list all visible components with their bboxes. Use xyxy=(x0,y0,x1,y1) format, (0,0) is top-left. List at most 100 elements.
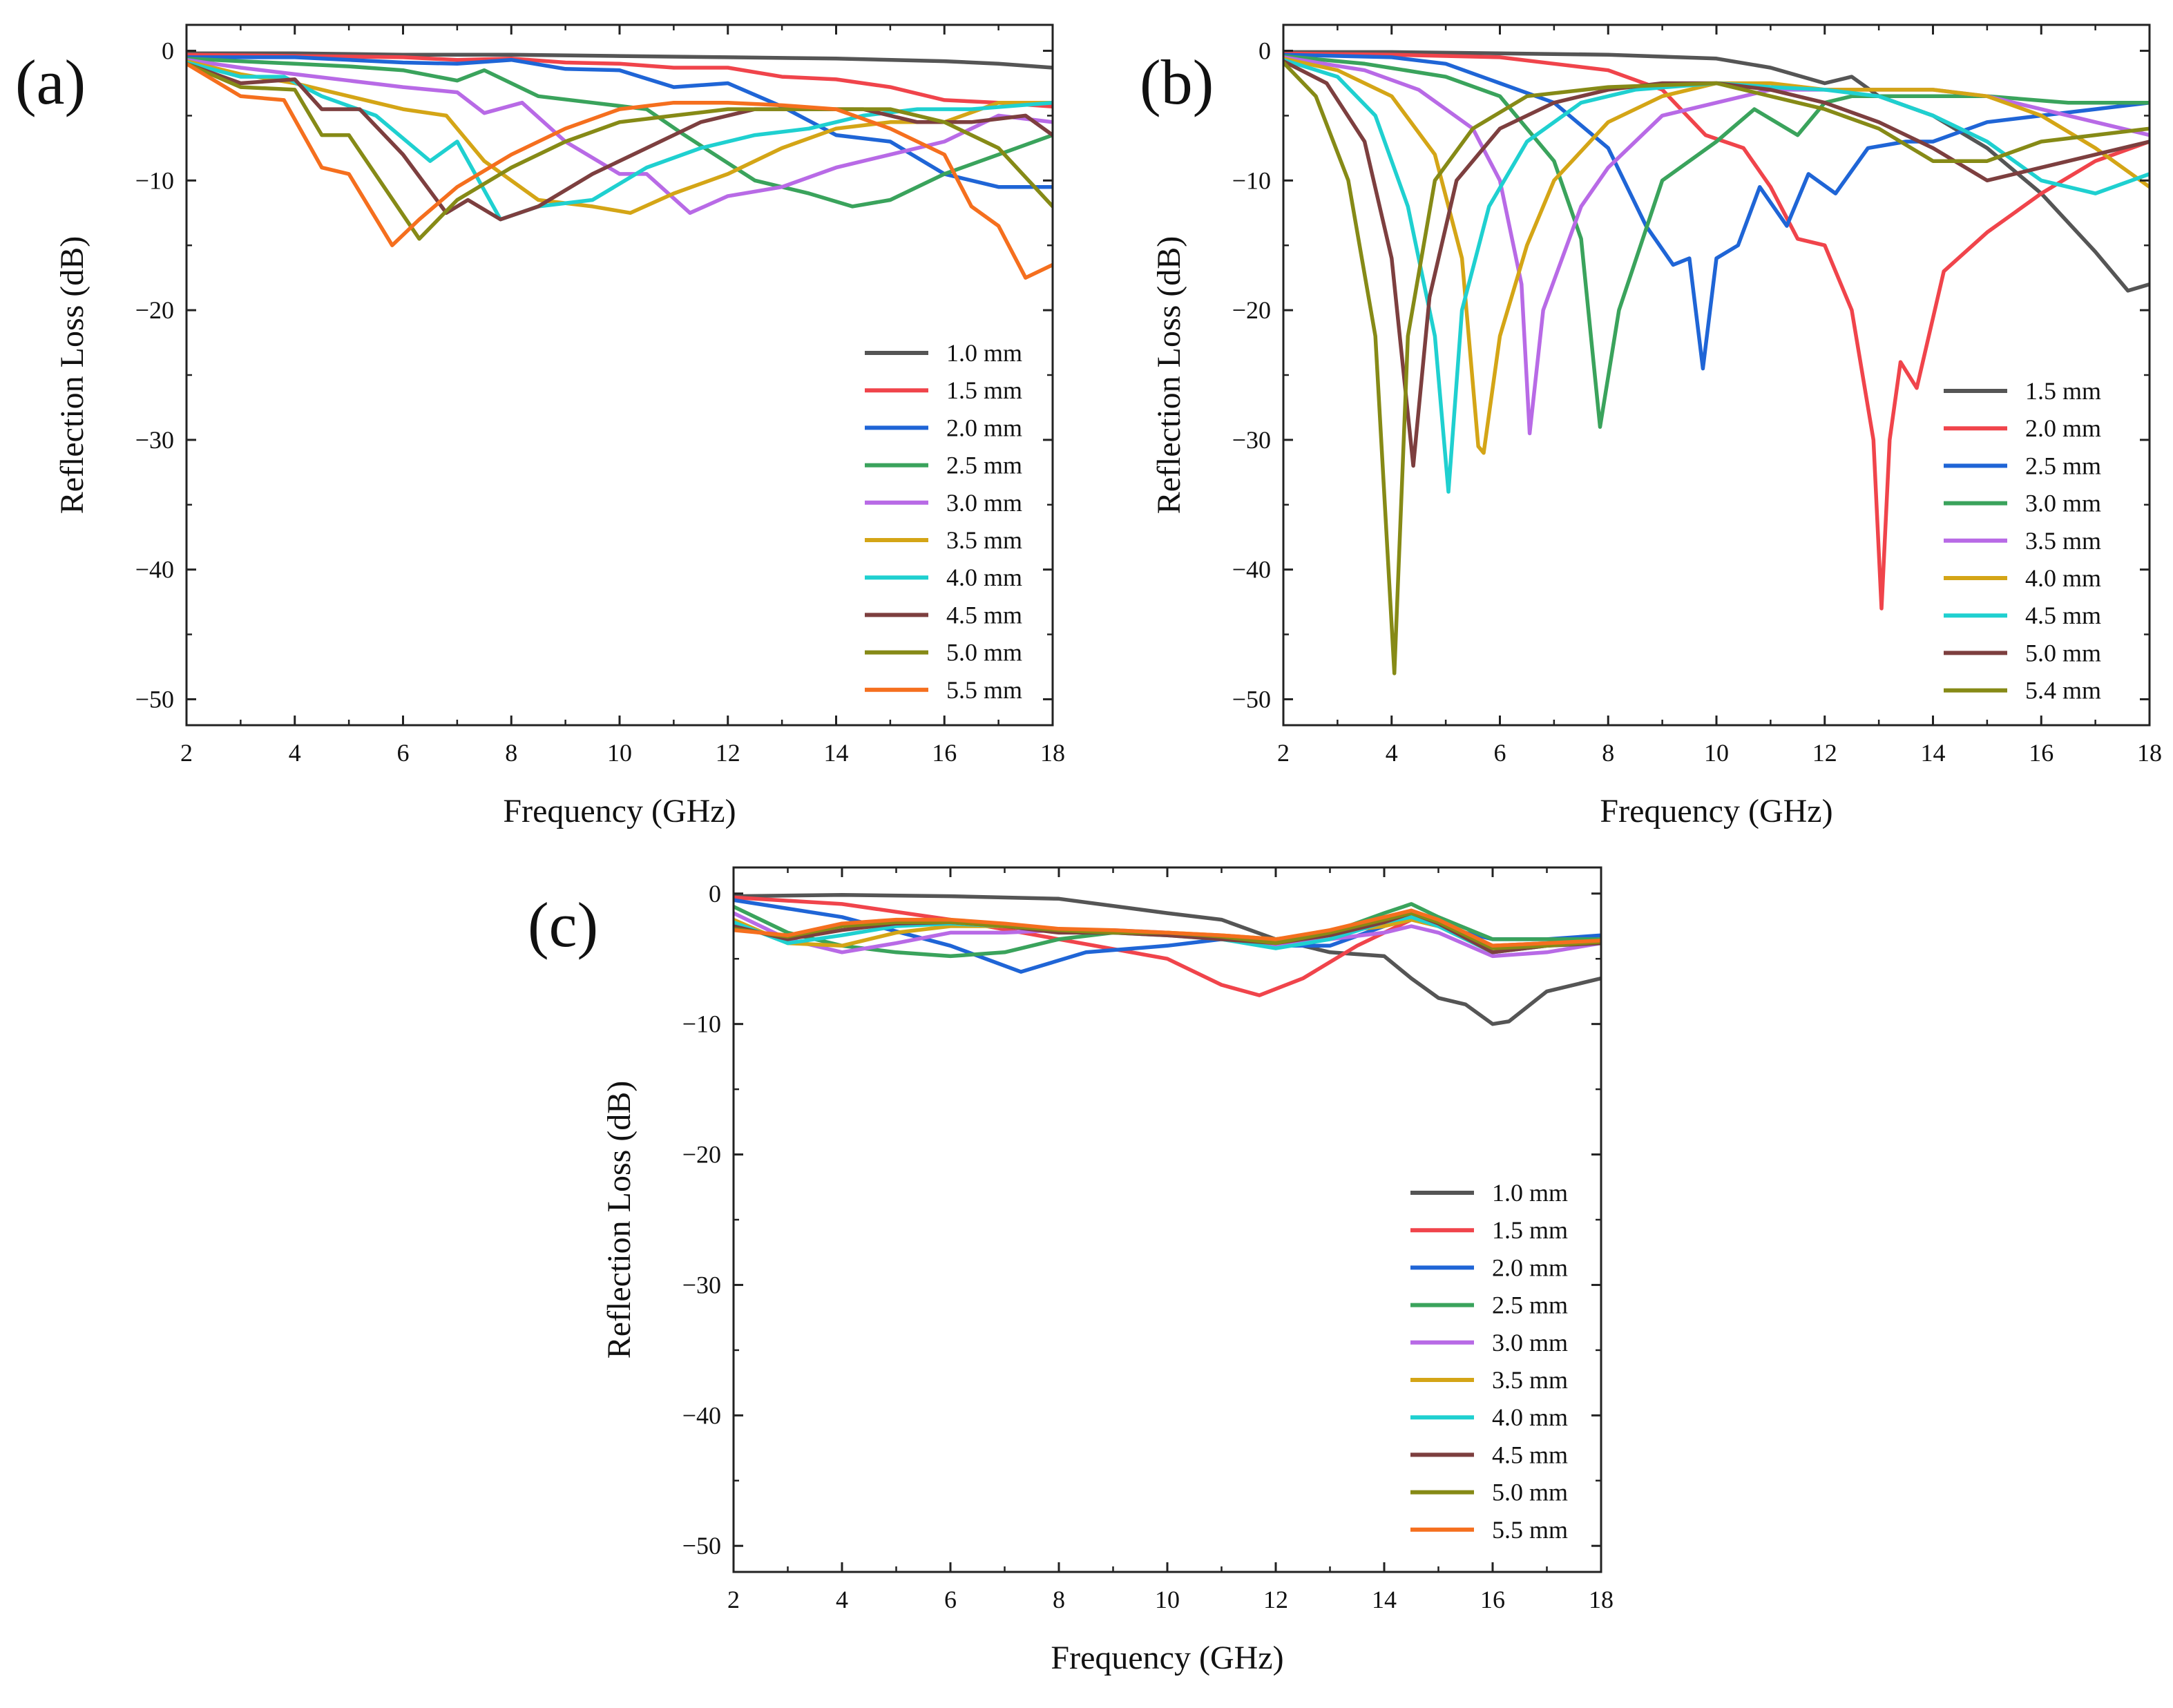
series-line-3-5-mm xyxy=(1283,55,2150,436)
y-axis-title: Reflection Loss (dB) xyxy=(54,236,90,515)
y-tick-label: 0 xyxy=(1258,37,1271,65)
legend-label: 3.5 mm xyxy=(2025,527,2101,555)
x-tick-label: 16 xyxy=(2029,739,2054,767)
legend-label: 3.5 mm xyxy=(1492,1366,1568,1394)
x-tick-label: 12 xyxy=(716,739,740,767)
panel-label: (b) xyxy=(1140,47,1214,117)
x-tick-label: 18 xyxy=(1589,1586,1614,1613)
legend-label: 1.0 mm xyxy=(1492,1179,1568,1207)
x-tick-label: 10 xyxy=(607,739,632,767)
series-line-1-0-mm xyxy=(734,892,1601,1026)
y-tick-label: −10 xyxy=(135,166,174,194)
y-tick-label: −40 xyxy=(135,556,174,584)
y-tick-label: −20 xyxy=(1232,296,1271,324)
legend-label: 3.0 mm xyxy=(946,489,1022,517)
series-line-5-5-mm xyxy=(734,908,1601,948)
x-tick-label: 10 xyxy=(1704,739,1729,767)
x-tick-label: 6 xyxy=(397,739,410,767)
series-group xyxy=(186,51,1053,280)
legend-label: 3.5 mm xyxy=(946,526,1022,554)
x-tick-label: 16 xyxy=(1480,1586,1505,1613)
legend-label: 4.0 mm xyxy=(2025,564,2101,592)
legend-label: 5.0 mm xyxy=(2025,639,2101,666)
legend-label: 1.5 mm xyxy=(946,376,1022,404)
panel-label: (a) xyxy=(15,47,86,117)
x-tick-label: 4 xyxy=(289,739,301,767)
series-line-4-5-mm xyxy=(1283,57,2150,494)
y-tick-label: −10 xyxy=(1232,166,1271,194)
series-line-1-0-mm xyxy=(186,51,1053,70)
series-line-3-0-mm xyxy=(186,57,1053,215)
legend-label: 5.0 mm xyxy=(946,639,1022,666)
x-tick-label: 18 xyxy=(2137,739,2162,767)
panel-label: (c) xyxy=(528,890,598,960)
y-tick-label: −20 xyxy=(682,1141,721,1169)
series-group xyxy=(1283,50,2150,675)
panel-c-chart: (c) 2 4 6 8 10 12 14 16 18 0 −10 −20 −30 −40 −50 Frequen… xyxy=(528,866,1614,1676)
legend: 1.5 mm 2.0 mm 2.5 mm 3.0 mm 3.5 mm 4.0 mm 4.5 … xyxy=(1944,377,2101,704)
legend-label: 4.5 mm xyxy=(2025,602,2101,629)
legend-label: 2.5 mm xyxy=(1492,1292,1568,1319)
legend-label: 5.5 mm xyxy=(1492,1516,1568,1544)
y-axis-title: Reflection Loss (dB) xyxy=(601,1081,638,1359)
series-line-5-4-mm xyxy=(1283,60,2150,675)
y-tick-label: −50 xyxy=(135,685,174,713)
series-line-4-0-mm xyxy=(186,60,1053,222)
y-tick-label: −10 xyxy=(682,1010,721,1038)
series-line-3-0-mm xyxy=(1283,54,2150,429)
x-axis-title: Frequency (GHz) xyxy=(1051,1640,1283,1676)
series-line-2-0-mm xyxy=(1283,51,2150,611)
legend-label: 2.0 mm xyxy=(1492,1254,1568,1281)
legend-label: 2.0 mm xyxy=(946,414,1022,441)
legend-label: 5.5 mm xyxy=(946,676,1022,704)
plot-frame xyxy=(1282,23,2151,727)
series-line-4-0-mm xyxy=(1283,57,2150,455)
x-tick-label: 14 xyxy=(1372,1586,1397,1613)
x-tick-label: 14 xyxy=(824,739,849,767)
legend-label: 5.4 mm xyxy=(2025,677,2101,704)
legend-label: 1.5 mm xyxy=(1492,1216,1568,1244)
x-tick-label: 6 xyxy=(944,1586,957,1613)
legend-label: 3.0 mm xyxy=(1492,1329,1568,1356)
x-tick-label: 12 xyxy=(1812,739,1837,767)
y-tick-label: −40 xyxy=(682,1401,721,1429)
x-tick-label: 16 xyxy=(932,739,957,767)
y-axis-title: Reflection Loss (dB) xyxy=(1151,236,1187,515)
x-tick-label: 18 xyxy=(1040,739,1065,767)
x-tick-label: 8 xyxy=(505,739,517,767)
x-tick-label: 10 xyxy=(1155,1586,1180,1613)
y-tick-label: −50 xyxy=(682,1532,721,1560)
x-tick-label: 2 xyxy=(180,739,193,767)
x-tick-label: 14 xyxy=(1921,739,1946,767)
series-line-4-5-mm xyxy=(186,61,1053,222)
x-tick-label: 8 xyxy=(1602,739,1614,767)
y-tick-label: −20 xyxy=(135,296,174,324)
y-tick-label: −50 xyxy=(1232,685,1271,713)
legend-label: 3.0 mm xyxy=(2025,490,2101,517)
x-axis-title: Frequency (GHz) xyxy=(1600,793,1832,829)
x-tick-label: 8 xyxy=(1053,1586,1065,1613)
x-axis-title: Frequency (GHz) xyxy=(503,793,736,829)
plot-frame xyxy=(732,866,1602,1573)
legend: 1.0 mm 1.5 mm 2.0 mm 2.5 mm 3.0 mm 3.5 mm 4.0 … xyxy=(865,339,1022,704)
y-tick-label: −40 xyxy=(1232,556,1271,584)
series-line-5-5-mm xyxy=(186,61,1053,280)
x-tick-label: 6 xyxy=(1494,739,1506,767)
series-line-1-5-mm xyxy=(1283,50,2150,293)
y-tick-label: −30 xyxy=(135,426,174,454)
series-line-2-5-mm xyxy=(186,57,1053,209)
legend-label: 2.5 mm xyxy=(2025,452,2101,479)
y-tick-label: 0 xyxy=(709,880,721,908)
x-tick-label: 2 xyxy=(727,1586,740,1613)
series-line-2-0-mm xyxy=(186,55,1053,189)
legend-label: 2.5 mm xyxy=(946,452,1022,479)
x-tick-label: 4 xyxy=(1386,739,1398,767)
legend-label: 4.5 mm xyxy=(946,601,1022,628)
plot-frame xyxy=(185,23,1054,727)
x-tick-label: 2 xyxy=(1277,739,1290,767)
y-tick-label: −30 xyxy=(1232,426,1271,454)
panel-a-chart: (a) 2 4 6 8 10 12 14 16 18 0 −10 −20 −30 −40 −50 Frequen… xyxy=(15,23,1065,829)
legend-label: 4.5 mm xyxy=(1492,1441,1568,1468)
legend-label: 1.0 mm xyxy=(946,339,1022,367)
